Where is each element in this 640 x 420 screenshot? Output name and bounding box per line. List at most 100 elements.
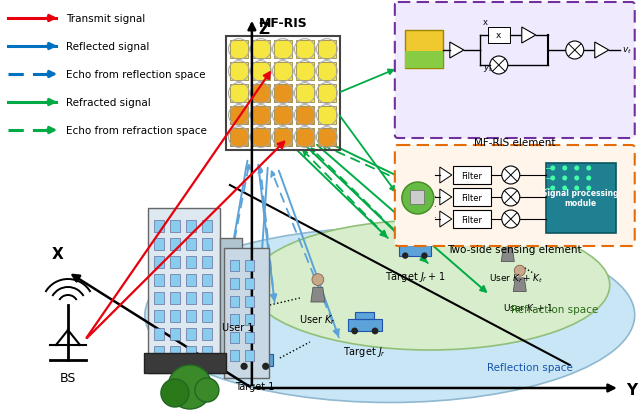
Circle shape — [502, 166, 520, 184]
Text: Y: Y — [626, 383, 637, 397]
Bar — [202, 328, 212, 340]
Bar — [245, 296, 254, 307]
Bar — [317, 40, 336, 58]
Text: X: X — [52, 247, 64, 262]
Bar — [202, 346, 212, 358]
Bar — [237, 354, 273, 366]
Bar — [348, 319, 382, 331]
Bar — [245, 350, 254, 361]
Bar — [154, 256, 164, 268]
Bar — [317, 106, 336, 124]
Circle shape — [262, 363, 269, 370]
Bar — [252, 84, 270, 102]
Bar — [440, 210, 470, 220]
Text: User 1: User 1 — [222, 323, 253, 333]
Ellipse shape — [145, 228, 635, 402]
Bar — [202, 310, 212, 322]
Circle shape — [461, 217, 467, 223]
Circle shape — [312, 274, 324, 286]
Circle shape — [574, 176, 579, 181]
Bar — [186, 256, 196, 268]
Circle shape — [574, 186, 579, 191]
Bar — [296, 62, 314, 80]
Text: x: x — [483, 18, 488, 27]
Polygon shape — [513, 278, 526, 291]
Bar — [230, 128, 248, 146]
Text: x: x — [496, 31, 502, 39]
Circle shape — [402, 182, 434, 214]
Text: ·
·
·: · · · — [433, 193, 436, 223]
Bar — [230, 40, 248, 58]
Bar — [453, 188, 491, 206]
Bar — [224, 248, 269, 378]
Bar — [170, 346, 180, 358]
Bar — [170, 292, 180, 304]
Bar — [245, 260, 254, 271]
Ellipse shape — [250, 220, 610, 350]
Bar — [245, 346, 265, 354]
Text: MF-RIS element: MF-RIS element — [474, 138, 556, 148]
Bar — [230, 332, 239, 343]
Circle shape — [563, 165, 567, 171]
Bar — [252, 128, 270, 146]
Text: Target $J_r + 1$: Target $J_r + 1$ — [385, 270, 445, 284]
Bar — [202, 292, 212, 304]
Bar — [186, 328, 196, 340]
Text: Reflection space: Reflection space — [487, 363, 573, 373]
Bar — [186, 346, 196, 358]
Bar — [202, 274, 212, 286]
Bar — [230, 296, 239, 307]
Bar — [230, 106, 248, 124]
Bar — [186, 220, 196, 232]
Text: User $K_r + K_t$: User $K_r + K_t$ — [489, 272, 543, 284]
Bar — [405, 30, 443, 68]
Bar — [355, 312, 374, 319]
Bar — [447, 204, 463, 210]
Bar — [154, 274, 164, 286]
Bar — [252, 62, 270, 80]
Polygon shape — [440, 189, 452, 205]
Bar — [245, 314, 254, 325]
Circle shape — [502, 210, 520, 228]
Text: Target 1: Target 1 — [236, 382, 275, 392]
Text: Target $J_r$: Target $J_r$ — [343, 345, 387, 359]
Bar — [230, 314, 239, 325]
Circle shape — [490, 56, 508, 74]
Polygon shape — [440, 167, 452, 183]
Circle shape — [515, 265, 525, 276]
Bar — [410, 190, 424, 204]
Bar — [186, 292, 196, 304]
Circle shape — [566, 41, 584, 59]
FancyBboxPatch shape — [395, 145, 635, 246]
Bar — [399, 244, 431, 256]
Bar — [230, 62, 248, 80]
Bar — [274, 40, 292, 58]
Bar — [274, 62, 292, 80]
Bar — [230, 350, 239, 361]
Circle shape — [502, 188, 520, 206]
Circle shape — [550, 176, 556, 181]
Text: $v_t$: $v_t$ — [621, 46, 632, 56]
Bar — [220, 238, 242, 373]
Circle shape — [443, 217, 449, 223]
Circle shape — [586, 176, 591, 181]
Bar — [546, 163, 616, 233]
Bar — [488, 27, 510, 43]
Bar — [274, 106, 292, 124]
Circle shape — [421, 252, 428, 259]
Circle shape — [372, 328, 378, 334]
Circle shape — [550, 165, 556, 171]
Text: User $K_r$: User $K_r$ — [300, 313, 336, 327]
Bar — [274, 84, 292, 102]
Text: BS: BS — [60, 372, 76, 385]
Bar — [202, 238, 212, 250]
Bar — [186, 310, 196, 322]
Polygon shape — [501, 248, 515, 262]
Bar — [296, 40, 314, 58]
Bar — [230, 84, 248, 102]
Bar — [406, 238, 424, 245]
Bar — [170, 328, 180, 340]
Bar — [317, 62, 336, 80]
Circle shape — [586, 186, 591, 191]
Bar — [154, 310, 164, 322]
